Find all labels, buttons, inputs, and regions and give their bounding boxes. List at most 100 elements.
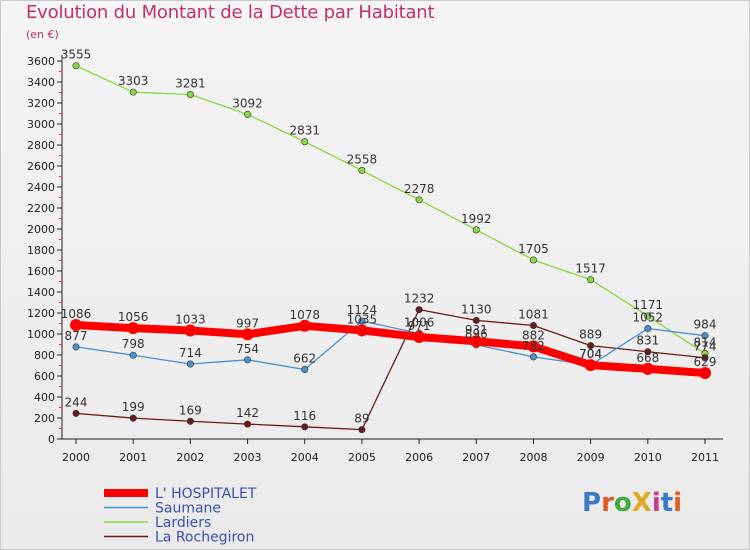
x-tick-label: 2003 bbox=[234, 451, 262, 464]
data-point bbox=[129, 414, 137, 422]
legend-label: Lardiers bbox=[155, 515, 211, 531]
y-tick-label: 1600 bbox=[27, 265, 55, 278]
series-line-0 bbox=[72, 320, 709, 377]
data-point bbox=[527, 340, 540, 353]
chart-unit: (en €) bbox=[26, 28, 59, 41]
y-tick-label: 400 bbox=[34, 391, 55, 404]
y-tick-label: 2400 bbox=[27, 181, 55, 194]
data-label: 1052 bbox=[633, 311, 664, 325]
x-tick-label: 2001 bbox=[119, 451, 147, 464]
data-label: 3303 bbox=[118, 74, 149, 88]
data-point bbox=[70, 318, 82, 331]
y-tick-label: 1000 bbox=[27, 328, 55, 341]
y-tick-label: 1200 bbox=[27, 307, 55, 320]
data-point bbox=[415, 306, 423, 314]
x-tick-label: 2007 bbox=[462, 451, 490, 464]
data-label: 629 bbox=[694, 355, 717, 369]
data-label: 714 bbox=[179, 346, 202, 360]
axes: 0 200 400 600 800 1000 1200 1400 1600 1800 2000 220… bbox=[27, 55, 723, 464]
data-label: 89 bbox=[354, 412, 369, 426]
data-label: 1124 bbox=[347, 303, 378, 317]
data-point bbox=[301, 138, 309, 146]
data-label: 244 bbox=[65, 395, 88, 409]
data-label: 1232 bbox=[404, 292, 435, 306]
x-tick-label: 2009 bbox=[577, 451, 605, 464]
data-point bbox=[301, 365, 309, 373]
data-point bbox=[72, 62, 80, 70]
y-tick-label: 3200 bbox=[27, 97, 55, 110]
legend-label: La Rochegiron bbox=[155, 530, 254, 546]
y-tick-label: 2000 bbox=[27, 223, 55, 236]
legend-label: L' HOSPITALET bbox=[155, 486, 257, 502]
y-tick-label: 200 bbox=[34, 412, 55, 425]
data-point bbox=[186, 90, 194, 98]
data-label: 889 bbox=[579, 328, 602, 342]
data-label: 199 bbox=[122, 400, 145, 414]
logo-letter: X bbox=[631, 488, 652, 518]
data-label: 931 bbox=[465, 323, 488, 337]
data-label: 896 bbox=[465, 327, 488, 341]
data-label: 2558 bbox=[347, 152, 378, 166]
y-tick-label: 2200 bbox=[27, 202, 55, 215]
data-label: 1130 bbox=[461, 302, 492, 316]
logo-letter: i bbox=[651, 488, 661, 518]
data-point bbox=[472, 316, 480, 324]
data-label: 814 bbox=[694, 336, 717, 350]
x-tick-label: 2010 bbox=[634, 451, 662, 464]
data-point bbox=[244, 420, 252, 428]
x-tick-label: 2005 bbox=[348, 451, 376, 464]
x-tick-label: 2011 bbox=[691, 451, 719, 464]
y-tick-label: 2800 bbox=[27, 139, 55, 152]
data-label: 3281 bbox=[175, 76, 206, 90]
logo-letter: P bbox=[582, 488, 602, 518]
data-label: 1078 bbox=[289, 308, 320, 322]
y-tick-label: 1400 bbox=[27, 286, 55, 299]
data-point bbox=[241, 328, 254, 341]
data-label: 662 bbox=[293, 351, 316, 365]
data-point bbox=[127, 322, 140, 335]
data-label: 1035 bbox=[347, 312, 378, 326]
data-label: 704 bbox=[579, 347, 602, 361]
data-label: 1033 bbox=[175, 313, 206, 327]
data-point bbox=[644, 312, 652, 320]
data-label: 782 bbox=[522, 339, 545, 353]
data-point bbox=[701, 354, 709, 362]
logo-letter: r bbox=[601, 488, 614, 518]
logo-letter: t bbox=[660, 488, 674, 518]
data-point bbox=[184, 324, 197, 337]
data-label: 1992 bbox=[461, 212, 492, 226]
data-label: 984 bbox=[694, 318, 717, 332]
data-label: 1056 bbox=[118, 310, 149, 324]
data-point bbox=[72, 409, 80, 417]
series-line-2 bbox=[75, 65, 706, 355]
data-point bbox=[587, 276, 595, 284]
data-label: 971 bbox=[408, 319, 431, 333]
y-tick-label: 3000 bbox=[27, 118, 55, 131]
data-label: 142 bbox=[236, 406, 259, 420]
series-lines bbox=[70, 62, 711, 434]
y-tick-label: 1800 bbox=[27, 244, 55, 257]
data-point bbox=[413, 331, 426, 344]
x-tick-label: 2008 bbox=[519, 451, 547, 464]
data-point bbox=[584, 359, 597, 372]
data-label: 1006 bbox=[404, 315, 435, 329]
x-tick-label: 2006 bbox=[405, 451, 433, 464]
logo-letter: o bbox=[613, 488, 632, 518]
data-point bbox=[129, 351, 137, 359]
legend-label: Saumane bbox=[155, 501, 221, 517]
data-point bbox=[358, 317, 366, 325]
y-tick-label: 3600 bbox=[27, 55, 55, 68]
data-label: 754 bbox=[236, 342, 259, 356]
data-point bbox=[415, 196, 423, 204]
data-point bbox=[529, 321, 537, 329]
data-point bbox=[358, 166, 366, 174]
y-tick-label: 600 bbox=[34, 370, 55, 383]
data-label: 877 bbox=[65, 329, 88, 343]
data-point bbox=[186, 417, 194, 425]
data-label: 1171 bbox=[633, 298, 664, 312]
data-point bbox=[355, 324, 368, 337]
data-point bbox=[186, 360, 194, 368]
